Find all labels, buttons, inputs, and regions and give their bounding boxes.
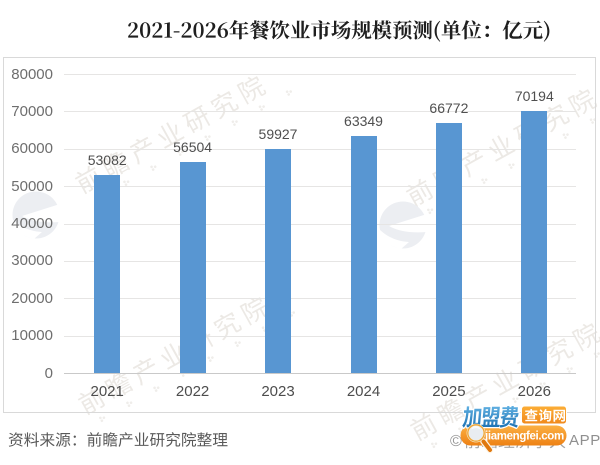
svg-text:jiamengfei.com: jiamengfei.com [484, 431, 564, 443]
